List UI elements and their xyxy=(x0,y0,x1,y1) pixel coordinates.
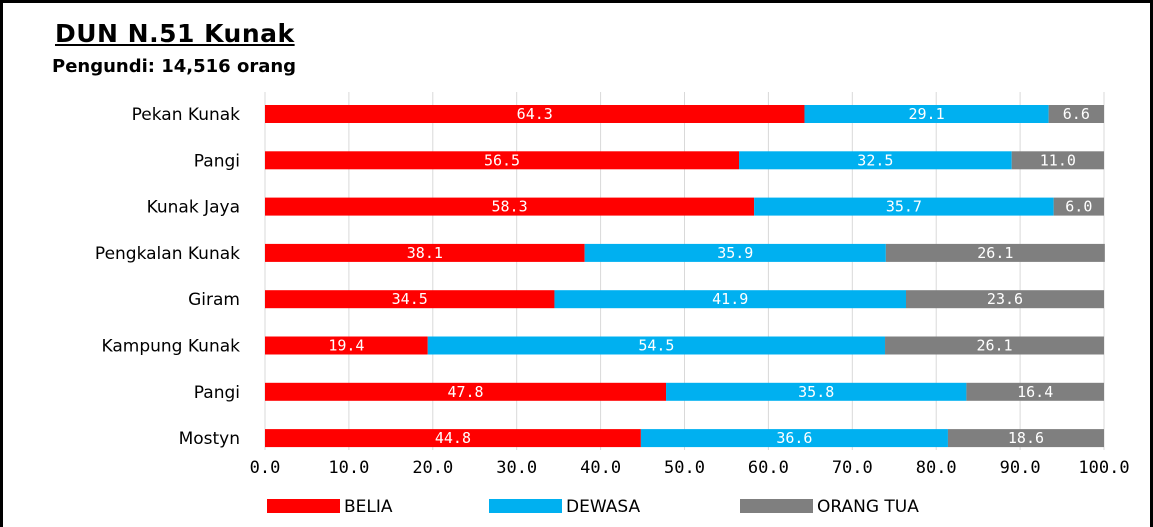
bar-segment-orang-tua xyxy=(885,243,1105,262)
chart-subtitle: Pengundi: 14,516 orang xyxy=(52,56,297,77)
bar-segment-belia xyxy=(265,243,585,262)
data-label: 18.6 xyxy=(1008,429,1044,447)
legend-swatch xyxy=(489,499,562,513)
data-label: 56.5 xyxy=(484,151,520,169)
data-label: 29.1 xyxy=(908,105,944,123)
category-labels: Pekan Kunak Pangi Kunak Jaya Pengkalan Kuna… xyxy=(95,105,240,449)
data-label: 19.4 xyxy=(328,337,364,355)
data-label: 35.7 xyxy=(886,198,922,216)
bar-segment-belia xyxy=(265,382,667,401)
x-tick-label: 20.0 xyxy=(412,458,453,478)
data-label: 41.9 xyxy=(712,290,748,308)
x-tick-label: 30.0 xyxy=(496,458,537,478)
data-label: 6.6 xyxy=(1063,105,1090,123)
bar-segment-belia xyxy=(265,290,555,309)
x-tick-label: 70.0 xyxy=(832,458,873,478)
category-label: Kunak Jaya xyxy=(147,198,240,218)
category-label: Pangi xyxy=(194,151,240,171)
bar-segment-dewasa xyxy=(666,382,967,401)
bar-segment-belia xyxy=(265,151,740,170)
category-label: Pangi xyxy=(194,383,240,403)
data-label: 16.4 xyxy=(1017,383,1053,401)
chart-title: DUN N.51 Kunak xyxy=(55,19,295,48)
bar-segment-dewasa xyxy=(554,290,906,309)
x-tick-label: 90.0 xyxy=(1000,458,1041,478)
data-label: 35.8 xyxy=(798,383,834,401)
bar-segment-orang-tua xyxy=(1048,105,1104,123)
x-tick-label: 0.0 xyxy=(250,458,281,478)
category-label: Pengkalan Kunak xyxy=(95,244,240,264)
data-label: 11.0 xyxy=(1040,151,1076,169)
x-tick-label: 100.0 xyxy=(1078,458,1129,478)
bar-segment-belia xyxy=(265,336,428,355)
bar-segment-orang-tua xyxy=(905,290,1104,309)
bar-segment-dewasa xyxy=(427,336,886,355)
bar-segment-orang-tua xyxy=(1011,151,1104,170)
bar-segment-dewasa xyxy=(754,197,1054,216)
bars xyxy=(265,105,1105,448)
category-label: Mostyn xyxy=(179,429,240,449)
bar-segment-orang-tua xyxy=(885,336,1104,355)
legend-swatch xyxy=(267,499,340,513)
bar-segment-dewasa xyxy=(804,105,1049,123)
bar-segment-dewasa xyxy=(739,151,1012,170)
data-label: 6.0 xyxy=(1065,198,1092,216)
x-axis-ticks: 0.0 10.0 20.0 30.0 40.0 50.0 60.0 70.0 80.0 90.0 1… xyxy=(250,458,1130,478)
bar-segment-belia xyxy=(265,429,641,448)
data-labels: 64.3 29.1 6.6 56.5 32.5 11.0 58.3 35.7 6.0 38.1 35… xyxy=(328,105,1092,447)
data-label: 26.1 xyxy=(976,337,1012,355)
data-label: 44.8 xyxy=(435,429,471,447)
x-tick-label: 60.0 xyxy=(748,458,789,478)
x-tick-label: 80.0 xyxy=(916,458,957,478)
data-label: 35.9 xyxy=(717,244,753,262)
data-label: 54.5 xyxy=(638,337,674,355)
data-label: 38.1 xyxy=(407,244,443,262)
legend-label: ORANG TUA xyxy=(817,497,919,517)
category-label: Giram xyxy=(188,290,240,310)
bar-segment-orang-tua xyxy=(947,429,1104,448)
data-label: 58.3 xyxy=(492,198,528,216)
x-tick-label: 10.0 xyxy=(328,458,369,478)
bar-segment-orang-tua xyxy=(966,382,1104,401)
data-label: 32.5 xyxy=(857,151,893,169)
bar-segment-orang-tua xyxy=(1053,197,1104,216)
legend: BELIA DEWASA ORANG TUA xyxy=(267,497,919,517)
data-label: 64.3 xyxy=(517,105,553,123)
bar-segment-dewasa xyxy=(584,243,886,262)
data-label: 34.5 xyxy=(392,290,428,308)
x-tick-label: 40.0 xyxy=(580,458,621,478)
data-label: 36.6 xyxy=(776,429,812,447)
legend-label: DEWASA xyxy=(566,497,640,517)
category-label: Pekan Kunak xyxy=(132,105,241,125)
legend-swatch xyxy=(740,499,813,513)
data-label: 26.1 xyxy=(977,244,1013,262)
bar-segment-belia xyxy=(265,197,755,216)
bar-segment-belia xyxy=(265,105,805,123)
data-label: 47.8 xyxy=(447,383,483,401)
legend-label: BELIA xyxy=(344,497,393,517)
bar-segment-dewasa xyxy=(640,429,948,448)
data-label: 23.6 xyxy=(987,290,1023,308)
category-label: Kampung Kunak xyxy=(102,337,241,357)
x-tick-label: 50.0 xyxy=(664,458,705,478)
